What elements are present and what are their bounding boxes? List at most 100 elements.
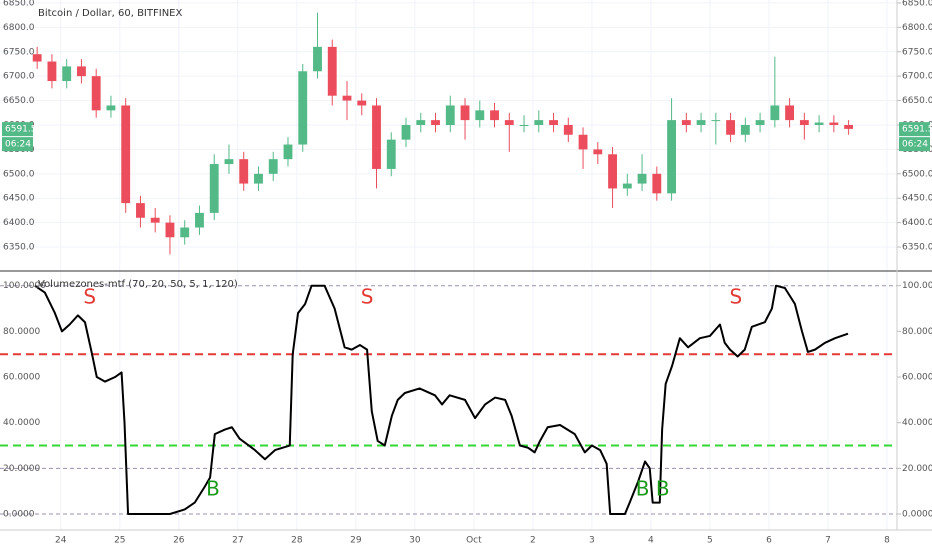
candle-body	[401, 124, 411, 140]
x-tick-label: 25	[114, 536, 125, 546]
x-tick-label: 29	[350, 536, 362, 546]
x-tick-label: 7	[825, 536, 831, 546]
candle-body	[490, 110, 499, 121]
signal-annotation: B	[636, 477, 650, 501]
candle-body	[357, 100, 367, 106]
candle-body	[504, 120, 514, 125]
x-tick-label: 30	[409, 536, 421, 546]
candle-body	[91, 76, 101, 111]
signal-annotation: S	[361, 284, 374, 308]
candle-body	[416, 120, 426, 125]
candle-body	[608, 154, 617, 189]
y-tick-label-right: 40.0000	[902, 418, 932, 428]
y-tick-label-right: 80.0000	[902, 327, 932, 337]
y-tick-label-right: 20.0000	[902, 464, 932, 474]
last-price-label: 6591.5	[902, 125, 932, 135]
candle-body	[637, 173, 647, 184]
candle-body	[47, 61, 57, 82]
grid	[0, 0, 901, 530]
y-tick-label-right: 6400.0	[902, 218, 932, 228]
candle-body	[327, 46, 337, 96]
candle-body	[593, 149, 603, 155]
candle-body	[829, 122, 839, 125]
signal-annotation: S	[83, 284, 96, 308]
x-tick-label: 8	[884, 536, 890, 546]
x-tick-label: Oct	[466, 536, 482, 546]
last-price-label: 6591.5	[5, 125, 37, 135]
y-tick-label-right: 100.0000	[902, 281, 932, 291]
candle-body	[726, 120, 736, 135]
candle-body	[298, 71, 308, 145]
x-tick-label: 6	[766, 536, 772, 546]
candle-body	[785, 105, 795, 121]
candle-body	[180, 227, 190, 238]
indicator-line	[34, 284, 849, 516]
y-tick-label-right: 6800.0	[902, 23, 932, 33]
price-title: Bitcoin / Dollar, 60, BITFINEX	[38, 8, 182, 19]
x-tick-label: 28	[291, 536, 303, 546]
y-tick-label-left: 0.0000	[3, 510, 35, 520]
y-tick-label-left: 80.0000	[3, 327, 40, 337]
candle-body	[799, 120, 809, 125]
x-tick-label: 26	[173, 536, 185, 546]
candle-body	[77, 66, 86, 77]
y-tick-label-left: 6800.0	[3, 23, 35, 33]
candle-body	[844, 124, 854, 129]
y-tick-label-left: 20.0000	[3, 464, 40, 474]
candle-body	[740, 124, 750, 135]
x-tick-label: 24	[55, 536, 67, 546]
candle-body	[106, 105, 116, 111]
y-tick-label-left: 6750.0	[3, 47, 35, 57]
countdown-label: 06:24	[5, 140, 31, 150]
candle-body	[814, 122, 824, 125]
candle-body	[681, 120, 691, 125]
y-tick-label-left: 60.0000	[3, 373, 40, 383]
candle-body	[696, 120, 706, 125]
marks	[0, 12, 897, 516]
candle-body	[460, 105, 470, 121]
y-tick-label-right: 6700.0	[902, 72, 932, 82]
countdown-badge	[2, 137, 33, 152]
y-tick-label-right: 0.0000	[902, 510, 932, 520]
y-tick-label-right: 6750.0	[902, 47, 932, 57]
y-tick-label-left: 6700.0	[3, 72, 35, 82]
x-tick-label: 2	[530, 536, 536, 546]
candle-body	[431, 120, 440, 125]
candle-body	[578, 134, 588, 150]
candle-body	[475, 110, 485, 121]
x-tick-label: 5	[707, 536, 713, 546]
countdown-label: 06:24	[902, 140, 928, 150]
candle-body	[711, 120, 721, 122]
y-tick-label-left: 6500.0	[3, 169, 35, 179]
y-tick-label-right: 6650.0	[902, 96, 932, 106]
y-tick-label-left: 6850.0	[3, 0, 35, 8]
candle-body	[372, 105, 381, 169]
y-tick-label-right: 6850.0	[902, 0, 932, 8]
candle-body	[268, 159, 278, 174]
candle-body	[386, 139, 396, 169]
candle-body	[519, 124, 529, 126]
candle-body	[150, 217, 160, 223]
candle-body	[32, 54, 42, 62]
y-tick-label-left: 6450.0	[3, 194, 35, 204]
candle-body	[165, 222, 175, 238]
candle-body	[445, 105, 455, 125]
candle-body	[62, 66, 72, 82]
candle-body	[534, 120, 544, 125]
signal-annotation: B	[656, 477, 670, 501]
signal-annotation: B	[206, 477, 220, 501]
candle-body	[283, 144, 293, 160]
y-tick-label-right: 6450.0	[902, 194, 932, 204]
candle-body	[563, 124, 573, 135]
last-price-badge	[899, 122, 930, 137]
y-tick-label-left: 40.0000	[3, 418, 40, 428]
candle-body	[195, 212, 204, 228]
candle-body	[136, 203, 145, 218]
candle-body	[755, 120, 765, 125]
candle-body	[667, 120, 676, 194]
indicator-title: Volumezones-mtf (70, 20, 50, 5, 1, 120)	[38, 279, 238, 290]
x-tick-label: 3	[589, 536, 595, 546]
